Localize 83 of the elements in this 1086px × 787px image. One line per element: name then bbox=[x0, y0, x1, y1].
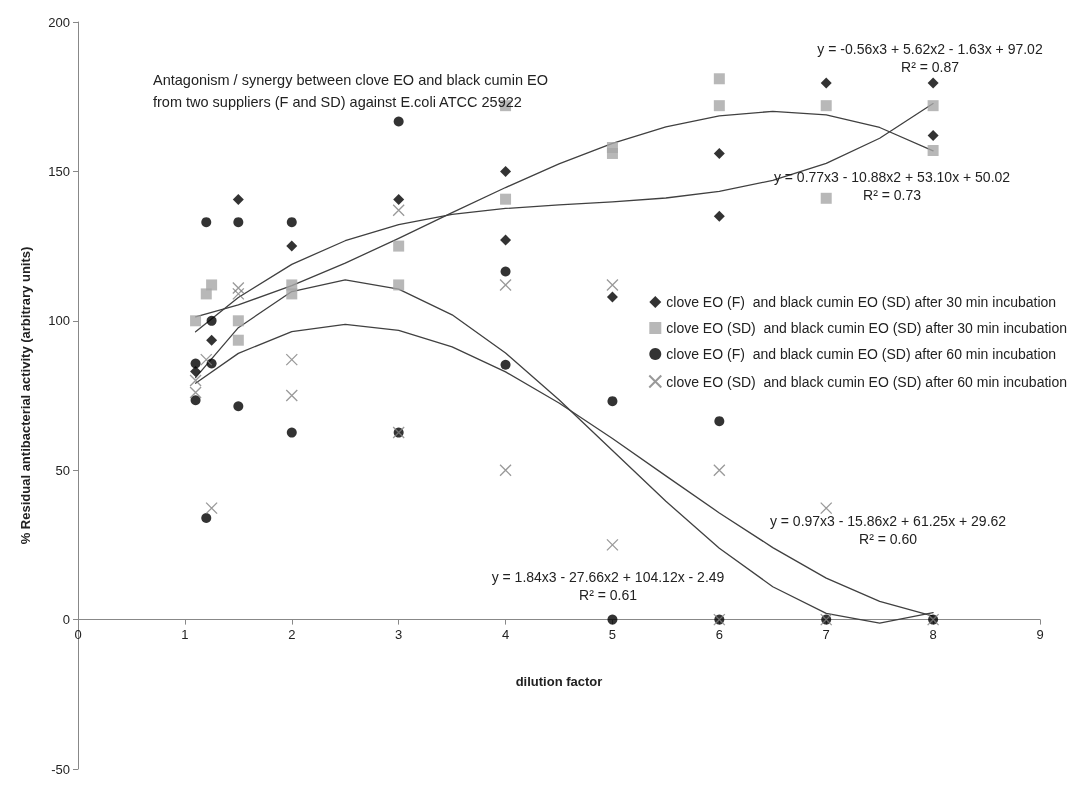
point bbox=[606, 147, 618, 159]
x-tick-label: 8 bbox=[929, 626, 937, 642]
point bbox=[713, 210, 725, 222]
point bbox=[393, 116, 404, 127]
point bbox=[190, 358, 201, 369]
x-tick-label: 6 bbox=[715, 626, 723, 642]
point bbox=[205, 502, 218, 515]
text: Antagonism / synergy between clove EO and black cumin EO from two suppliers (F and SD) against E.coli ATCC 25922 bbox=[153, 72, 548, 110]
point bbox=[607, 396, 618, 407]
point bbox=[393, 240, 405, 252]
x-tick-label: 3 bbox=[395, 626, 403, 642]
point bbox=[393, 193, 405, 205]
point bbox=[232, 315, 244, 327]
point bbox=[285, 389, 298, 402]
point bbox=[820, 502, 833, 515]
point bbox=[606, 538, 619, 552]
point bbox=[500, 165, 512, 177]
point bbox=[713, 100, 725, 112]
x-tick-label: 1 bbox=[181, 626, 189, 642]
point bbox=[606, 291, 618, 303]
point bbox=[393, 279, 405, 291]
x-tick-label: 5 bbox=[608, 626, 617, 642]
point bbox=[232, 281, 245, 295]
point bbox=[201, 217, 212, 228]
point bbox=[713, 73, 725, 85]
legend-label: clove EO (SD) and black cumin EO (SD) after 60 min incubation bbox=[666, 373, 1067, 390]
point bbox=[190, 395, 201, 406]
point bbox=[500, 234, 512, 246]
legend-label: clove EO (F) and black cumin EO (SD) after 60 min incubation bbox=[666, 346, 1057, 362]
x-tick-label: 7 bbox=[822, 626, 830, 642]
point bbox=[927, 130, 939, 142]
point bbox=[392, 204, 405, 217]
point bbox=[200, 288, 212, 300]
point bbox=[232, 334, 244, 346]
point bbox=[206, 315, 217, 326]
point bbox=[286, 217, 297, 228]
point bbox=[927, 77, 939, 89]
x-tick-label: 0 bbox=[74, 626, 82, 642]
point bbox=[206, 279, 218, 291]
x-tick-label: 2 bbox=[288, 626, 296, 642]
y-tick-label: 150 bbox=[48, 163, 70, 179]
point bbox=[286, 288, 298, 300]
point bbox=[714, 416, 725, 427]
point bbox=[499, 464, 512, 477]
point bbox=[190, 315, 202, 327]
y-tick-label: -50 bbox=[51, 761, 70, 777]
legend-label: clove EO (F) and black cumin EO (SD) after 30 min incubation bbox=[666, 294, 1057, 310]
x-axis-title: dilution factor bbox=[515, 673, 603, 689]
point bbox=[232, 287, 245, 301]
y-tick-label: 50 bbox=[55, 462, 70, 478]
y-tick-label: 200 bbox=[48, 14, 70, 30]
point bbox=[500, 193, 512, 205]
point bbox=[233, 217, 244, 228]
point bbox=[232, 193, 244, 205]
point bbox=[713, 464, 726, 477]
point bbox=[286, 427, 297, 438]
point bbox=[201, 513, 212, 524]
point bbox=[927, 100, 939, 112]
legend-label: clove EO (SD) and black cumin EO (SD) after 30 min incubation bbox=[666, 320, 1067, 336]
annotation: y = 0.97x3 - 15.86x2 + 61.25x + 29.62 R² = 0.60 bbox=[769, 513, 1007, 547]
point bbox=[190, 366, 202, 378]
point bbox=[500, 359, 511, 370]
point bbox=[820, 100, 832, 112]
y-tick-label: 100 bbox=[48, 313, 70, 329]
y-axis-title: % Residual antibacterial activity (arbitrary units) bbox=[18, 246, 33, 545]
annotation: y = -0.56x3 + 5.62x2 - 1.63x + 97.02 R² = 0.87 bbox=[817, 41, 1043, 75]
y-tick-label: 0 bbox=[62, 612, 70, 628]
point bbox=[286, 240, 298, 252]
point bbox=[285, 353, 298, 366]
point bbox=[206, 334, 218, 346]
point bbox=[607, 614, 618, 625]
point bbox=[200, 353, 213, 366]
x-tick-label: 9 bbox=[1036, 626, 1044, 642]
point bbox=[820, 77, 832, 89]
x-tick-label: 4 bbox=[501, 626, 510, 642]
point bbox=[500, 266, 511, 277]
annotation: y = 1.84x3 - 27.66x2 + 104.12x - 2.49 R² = 0.61 bbox=[491, 569, 725, 603]
point bbox=[927, 144, 939, 156]
point bbox=[233, 401, 244, 412]
point bbox=[713, 147, 725, 159]
point bbox=[606, 278, 619, 292]
point bbox=[820, 192, 832, 204]
point bbox=[499, 278, 512, 292]
